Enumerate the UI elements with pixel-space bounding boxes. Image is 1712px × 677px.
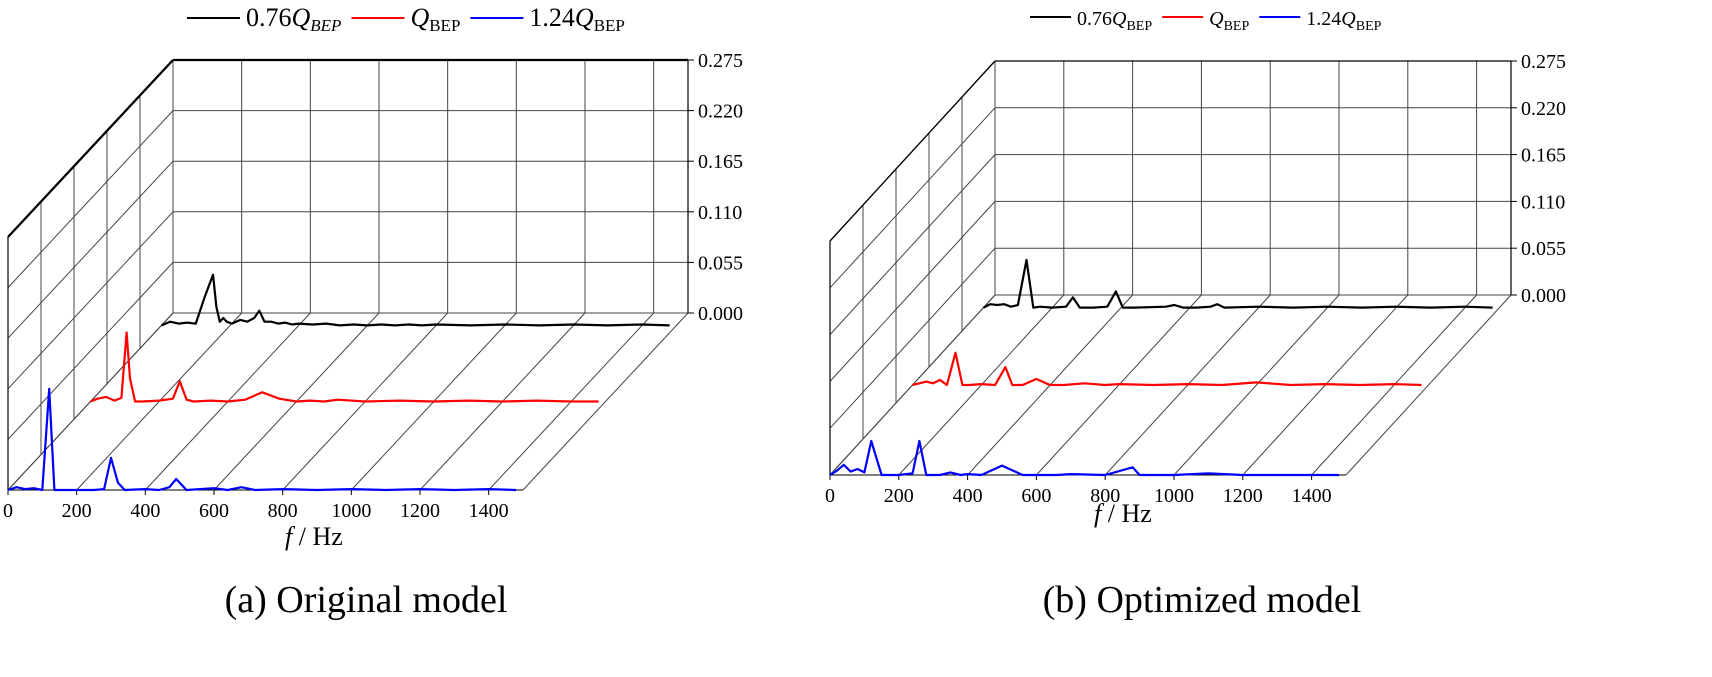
z-tick-label-1: 0.055: [1521, 238, 1566, 260]
x-tick-label-5: 1000: [331, 500, 371, 522]
left-wall-level-3: [7, 160, 174, 339]
series-line-1.24Q_BEP: [7, 387, 517, 492]
floor-gridline-1000: [1173, 294, 1340, 476]
left-wall-level-2: [7, 211, 174, 390]
series-line-1.24Q_BEP: [829, 439, 1340, 477]
z-tick-label-5: 0.275: [698, 50, 743, 72]
panel-original-model: 0.000 0.055 0.110 0.165 0.220 0.275 0 200 400 600…: [3, 3, 743, 621]
series-line-0.76Q_BEP: [983, 258, 1493, 309]
left-wall-level-1: [829, 247, 996, 429]
x-axis-title: f / Hz: [1094, 499, 1152, 528]
legend-label-1: QBEP: [1209, 8, 1249, 34]
legend-label-0: 0.76QBEP: [1077, 8, 1152, 34]
z-tick-label-5: 0.275: [1521, 51, 1566, 73]
z-tick-label-3: 0.165: [1521, 145, 1566, 167]
panel-caption: (a) Original model: [225, 579, 508, 621]
z-tick-label-2: 0.110: [698, 202, 742, 224]
x-tick-label-0: 0: [825, 485, 835, 507]
x-tick-label-0: 0: [3, 500, 13, 522]
panel-optimized-model: 0.000 0.055 0.110 0.165 0.220 0.275 0 200 400 600…: [825, 8, 1566, 621]
z-tick-label-1: 0.055: [698, 252, 743, 274]
series-line-0.76Q_BEP: [161, 273, 670, 327]
x-tick-label-4: 800: [268, 500, 298, 522]
x-tick-label-6: 1200: [400, 500, 440, 522]
x-tick-label-2: 400: [953, 485, 983, 507]
frame-top-left: [829, 60, 996, 242]
x-axis-title: f / Hz: [285, 522, 343, 551]
legend-label-1: QBEP: [410, 3, 460, 35]
z-tick-label-2: 0.110: [1521, 191, 1565, 213]
x-tick-label-1: 200: [62, 500, 92, 522]
z-tick-label-4: 0.220: [698, 101, 743, 123]
z-tick-label-3: 0.165: [698, 151, 743, 173]
left-wall-level-2: [829, 201, 996, 382]
x-tick-label-3: 600: [199, 500, 229, 522]
left-wall-level-4: [7, 110, 174, 288]
frame-top-left: [7, 59, 174, 238]
x-tick-label-5: 1000: [1154, 485, 1194, 507]
x-tick-label-7: 1400: [1292, 485, 1332, 507]
left-wall-level-1: [7, 262, 174, 440]
z-tick-label-0: 0.000: [1521, 285, 1566, 307]
x-tick-label-2: 400: [130, 500, 160, 522]
legend-label-2: 1.24QBEP: [1306, 8, 1381, 34]
z-tick-label-4: 0.220: [1521, 98, 1566, 120]
x-tick-label-1: 200: [884, 485, 914, 507]
z-tick-label-0: 0.000: [698, 303, 743, 325]
legend-label-0: 0.76QBEP: [246, 3, 341, 35]
left-wall-level-4: [829, 107, 996, 289]
x-tick-label-7: 1400: [469, 500, 509, 522]
x-tick-label-6: 1200: [1223, 485, 1263, 507]
floor-edge-right: [522, 312, 689, 491]
series-line-Q_BEP: [912, 351, 1422, 387]
floor-edge-right: [1345, 294, 1512, 476]
panel-caption: (b) Optimized model: [1043, 579, 1362, 621]
legend-label-2: 1.24QBEP: [529, 3, 624, 35]
series-line-Q_BEP: [90, 331, 599, 403]
x-tick-label-3: 600: [1021, 485, 1051, 507]
left-wall-level-3: [829, 154, 996, 335]
x-tick-label-4: 800: [1090, 485, 1120, 507]
